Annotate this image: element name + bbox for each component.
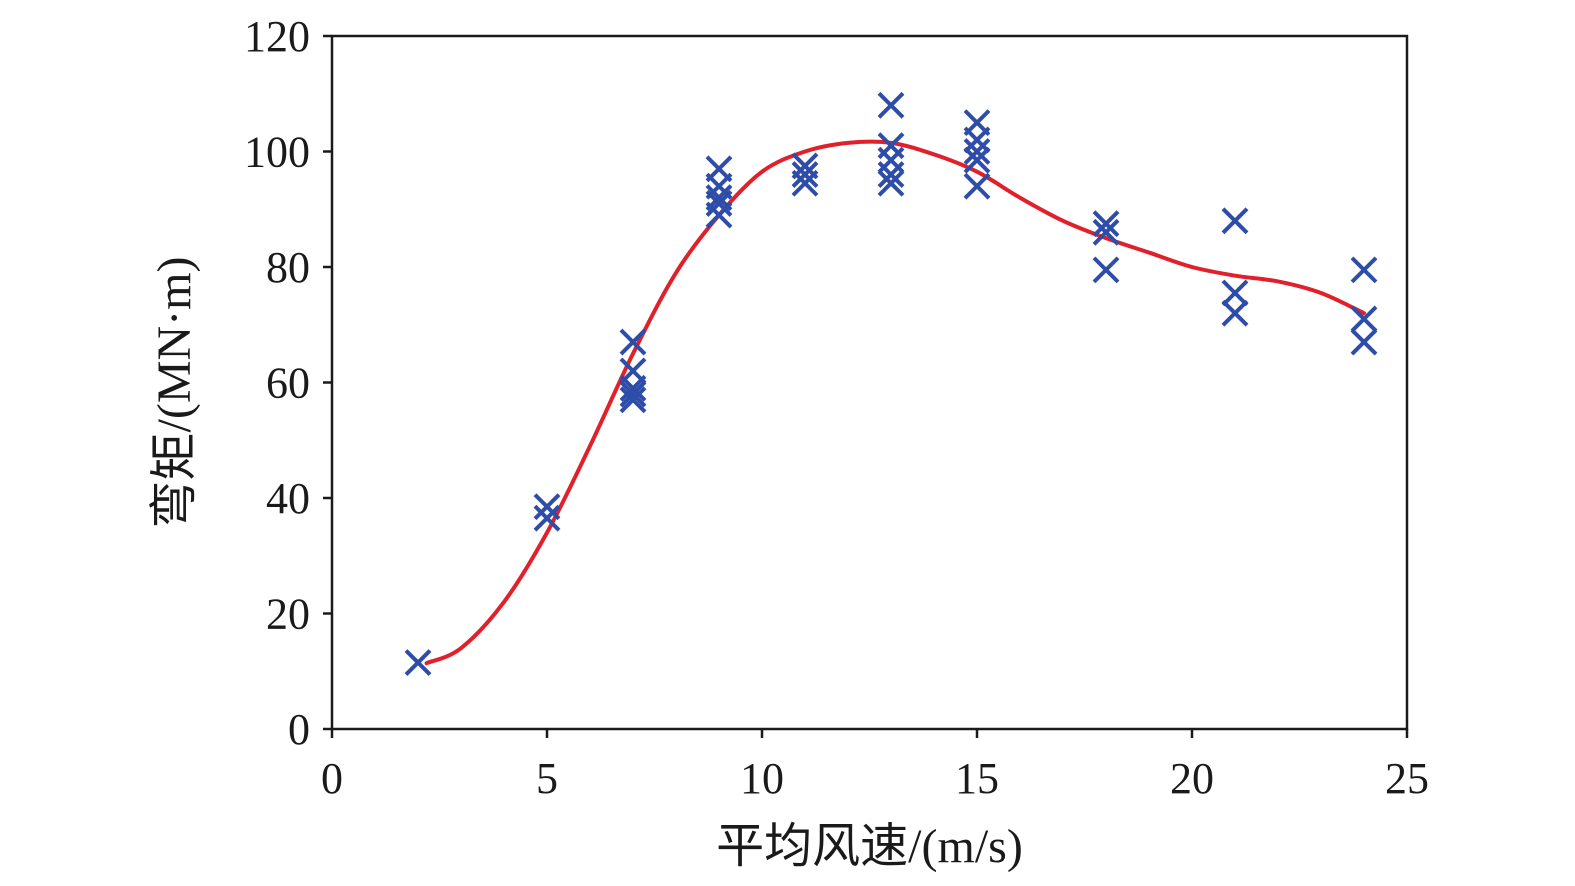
- x-tick-label: 5: [536, 754, 558, 803]
- data-point: [619, 374, 647, 402]
- data-point: [404, 649, 432, 677]
- data-points-layer: [404, 91, 1378, 677]
- data-point: [619, 328, 647, 356]
- data-point: [1221, 279, 1249, 307]
- y-axis-ticks: 0 20 40 60 80 100 120: [244, 12, 332, 754]
- data-point: [1092, 256, 1120, 284]
- data-point: [1092, 218, 1120, 246]
- data-point: [963, 138, 991, 165]
- data-point: [791, 169, 819, 197]
- data-point: [533, 504, 561, 532]
- data-point: [877, 169, 905, 197]
- x-axis-title: 平均风速/(m/s): [716, 820, 1023, 873]
- data-point: [1350, 305, 1378, 333]
- x-tick-label: 15: [955, 754, 999, 803]
- y-tick-label: 120: [244, 12, 310, 61]
- y-tick-label: 40: [266, 474, 310, 523]
- x-tick-label: 20: [1170, 754, 1214, 803]
- y-tick-label: 60: [266, 359, 310, 408]
- x-tick-label: 10: [740, 754, 784, 803]
- data-point: [619, 380, 647, 408]
- data-point: [963, 146, 991, 174]
- data-point: [1350, 256, 1378, 284]
- y-tick-label: 80: [266, 243, 310, 292]
- y-tick-label: 20: [266, 590, 310, 639]
- data-point: [705, 201, 733, 229]
- data-point: [1221, 207, 1249, 235]
- data-point: [619, 386, 647, 414]
- data-point: [1350, 328, 1378, 356]
- data-point: [963, 172, 991, 200]
- data-point: [533, 493, 561, 521]
- data-point: [1221, 299, 1249, 327]
- x-axis-ticks: 0 5 10 15 20 25: [321, 729, 1429, 803]
- y-axis-title: 弯矩/(MN·m): [148, 257, 201, 529]
- data-point: [877, 91, 905, 119]
- y-tick-label: 100: [244, 128, 310, 177]
- fit-curve: [424, 139, 1366, 666]
- data-point: [705, 190, 733, 217]
- data-point: [963, 126, 991, 154]
- fit-curve-layer: [424, 139, 1366, 666]
- data-point: [1092, 210, 1120, 238]
- x-tick-label: 0: [321, 754, 343, 803]
- data-point: [791, 161, 819, 189]
- data-point: [877, 161, 905, 189]
- x-tick-label: 25: [1385, 754, 1429, 803]
- y-tick-label: 0: [288, 705, 310, 754]
